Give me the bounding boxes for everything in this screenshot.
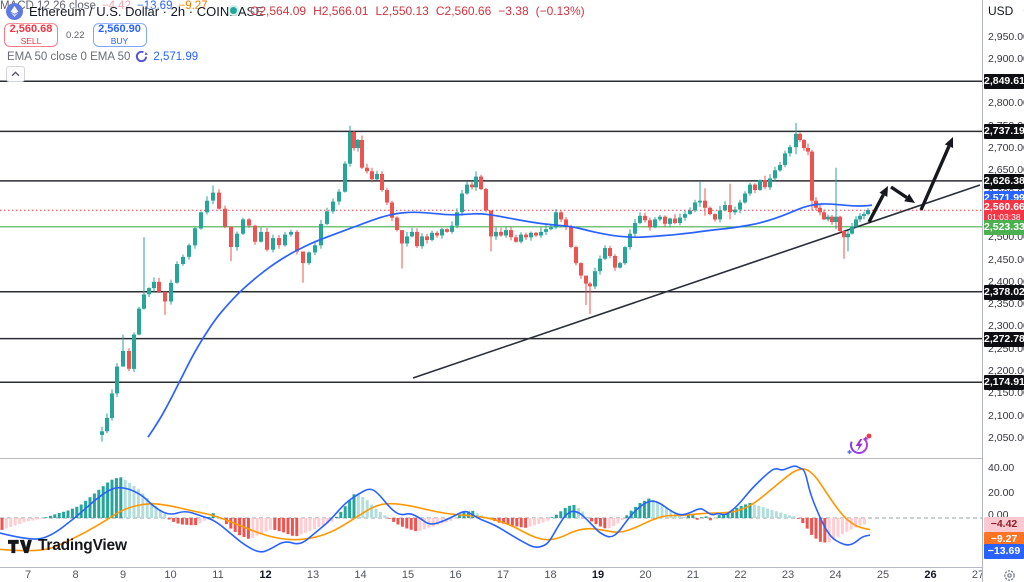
time-label: 19 [591, 569, 605, 581]
ohlc-values: O2,564.09 H2,566.01 L2,550.13 C2,560.66 … [250, 4, 585, 18]
macd-indicator-label: MACD 12 26 close [0, 0, 96, 12]
collapse-panel-button[interactable] [6, 66, 25, 82]
macd-value-badge: −4.42 [984, 517, 1024, 533]
sell-button[interactable]: 2,560.68 SELL [4, 23, 58, 47]
buy-button[interactable]: 2,560.90 BUY [92, 23, 147, 47]
ema50-line [147, 203, 873, 438]
time-label: 27 [971, 569, 982, 581]
currency-dropdown[interactable]: USD [988, 4, 1024, 18]
ethereum-icon [6, 3, 23, 20]
time-label: 10 [164, 569, 177, 581]
price-level-badge: 2,849.61 [984, 74, 1024, 90]
macd-signal-value: −9.27 [178, 0, 208, 12]
low-value: 2,550.13 [382, 4, 429, 18]
price-tick: 2,800.00 [988, 97, 1024, 110]
price-tick: 2,200.00 [988, 365, 1024, 378]
price-level-badge: 2,174.91 [984, 375, 1024, 391]
ema-value: 2,571.99 [153, 50, 199, 63]
change-percent: (−0.13%) [535, 4, 585, 18]
time-label: 20 [639, 569, 652, 581]
time-label: 16 [449, 569, 462, 581]
price-tick: 2,150.00 [988, 387, 1024, 400]
time-label: 14 [354, 569, 367, 581]
macd-signal-line [0, 468, 871, 552]
macd-pane[interactable] [0, 458, 982, 567]
spread-value: 0.22 [66, 29, 85, 41]
macd-main-line [0, 465, 871, 553]
time-label: 23 [781, 569, 795, 581]
price-level-badge: 2,378.02 [984, 284, 1024, 300]
time-label: 8 [72, 569, 79, 581]
drawn-arrow [919, 145, 951, 211]
price-tick: 2,950.00 [988, 30, 1024, 43]
notification-dot-icon [866, 433, 872, 439]
time-label: 22 [734, 569, 747, 581]
price-pane[interactable] [0, 0, 982, 458]
close-value: 2,560.66 [444, 4, 492, 18]
market-open-dot-icon[interactable] [230, 7, 237, 14]
alert-level-badge: 2,523.33 [984, 220, 1024, 236]
axis-settings-gear-icon[interactable] [1003, 569, 1016, 582]
drawn-arrow [890, 185, 908, 199]
symbol-header[interactable]: Ethereum / U.S. Dollar · 2h · COINBASE [6, 3, 264, 20]
time-label: 18 [544, 569, 557, 581]
time-label: 7 [24, 569, 32, 581]
price-tick: 2,900.00 [988, 52, 1024, 65]
time-label: 11 [212, 569, 224, 581]
currency-label: USD [988, 4, 1014, 18]
refresh-icon[interactable] [135, 50, 149, 63]
price-axis[interactable]: USD 2,950.002,900.002,850.002,800.002,75… [982, 0, 1024, 582]
tradingview-logo[interactable]: TradingView [8, 537, 127, 555]
macd-value-badge: −13.69 [984, 544, 1024, 560]
time-label: 25 [876, 569, 890, 581]
price-tick: 2,300.00 [988, 320, 1024, 333]
time-label: 13 [306, 569, 320, 581]
change-value: −3.38 [498, 4, 529, 18]
time-label: 15 [401, 569, 415, 581]
chevron-up-icon [11, 71, 20, 77]
price-level-badge: 2,737.19 [984, 124, 1024, 140]
tradingview-logo-icon [8, 539, 32, 553]
macd-tick: 40.00 [988, 462, 1015, 474]
flash-refresh-icon[interactable] [845, 430, 873, 458]
time-label: 21 [686, 569, 700, 581]
trendline [412, 184, 981, 379]
drawn-arrow [867, 194, 885, 223]
macd-histogram-value: −4.42 [101, 0, 131, 12]
countdown-timer: 01:03:38 [987, 212, 1021, 223]
price-tick: 2,700.00 [988, 142, 1024, 155]
ema-indicator-row[interactable]: EMA 50 close 0 EMA 50 2,571.99 [7, 50, 198, 63]
macd-tick: 20.00 [988, 487, 1015, 499]
time-label: 9 [119, 569, 127, 581]
symbol-title: Ethereum / U.S. Dollar · 2h · COINBASE [29, 4, 264, 19]
price-level-badge: 2,272.78 [984, 331, 1024, 347]
macd-line-value: −13.69 [136, 0, 173, 12]
time-label: 26 [924, 569, 937, 581]
time-label: 12 [259, 569, 272, 581]
macd-indicator-row[interactable]: MACD 12 26 close −4.42 −13.69 −9.27 [0, 0, 1024, 12]
ema-indicator-label: EMA 50 close 0 EMA 50 [7, 50, 131, 63]
macd-histogram [0, 477, 866, 543]
candles [100, 123, 870, 442]
pane-separator[interactable] [0, 458, 1024, 459]
price-tick: 2,100.00 [988, 409, 1024, 422]
open-value: 2,564.09 [259, 4, 307, 18]
time-axis[interactable]: 7 8 9 10 11 12 13 14 15 16 17 18 19 20 21 22 23 24 25 26 27 [0, 568, 982, 582]
price-tick: 2,050.00 [988, 432, 1024, 444]
time-label: 17 [496, 569, 510, 581]
time-label: 24 [829, 569, 842, 581]
order-panel: 2,560.68 SELL 0.22 2,560.90 BUY [4, 23, 147, 47]
price-tick: 2,650.00 [988, 164, 1024, 177]
price-tick: 2,450.00 [988, 253, 1024, 266]
interval-value[interactable]: 2h [170, 4, 186, 19]
price-tick: 2,350.00 [988, 298, 1024, 311]
macd-value-badge: −9.27 [984, 532, 1024, 548]
time-axis-separator [0, 567, 1024, 568]
high-value: 2,566.01 [321, 4, 369, 18]
price-level-badge: 2,626.38 [984, 173, 1024, 189]
